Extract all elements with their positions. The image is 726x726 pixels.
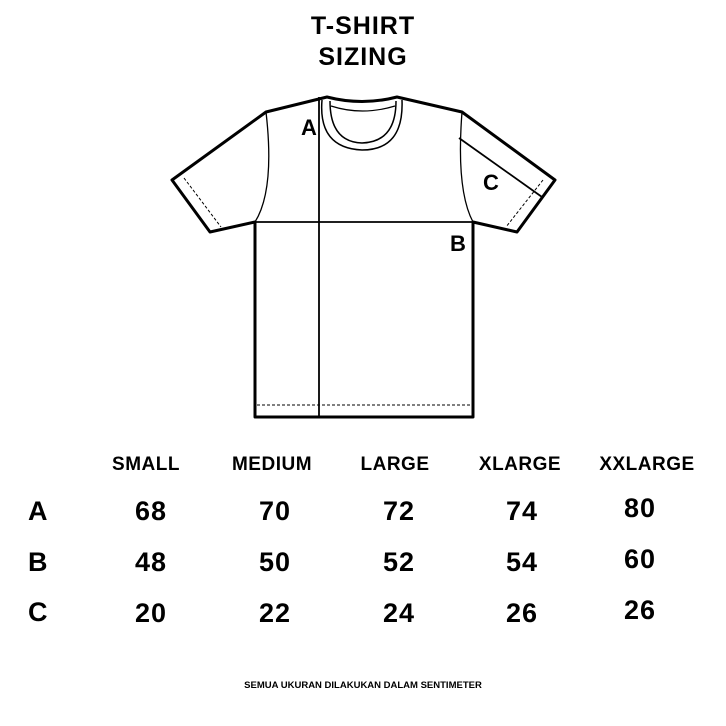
right-armhole: [459, 111, 474, 223]
footnote: SEMUA UKURAN DILAKUKAN DALAM SENTIMETER: [244, 680, 482, 691]
label-b: B: [450, 231, 466, 256]
column-header-xxlarge: XXLARGE: [599, 454, 695, 475]
title-line-2: SIZING: [318, 43, 408, 71]
left-sleeve-hem: [183, 177, 222, 228]
column-header-xlarge: XLARGE: [478, 454, 562, 475]
shirt-outline: [170, 95, 557, 419]
collar-inner: [329, 100, 397, 144]
cell-a-xlarge: 74: [505, 496, 539, 526]
title-line-1: T-SHIRT: [310, 12, 416, 40]
collar-outer: [320, 99, 403, 151]
cell-a-xxlarge: 80: [623, 493, 657, 523]
label-a: A: [301, 115, 317, 140]
label-c: C: [483, 170, 499, 195]
row-label-b: B: [28, 547, 48, 577]
column-header-small: SMALL: [112, 454, 180, 475]
cell-b-large: 52: [382, 547, 416, 577]
cell-b-medium: 50: [258, 547, 292, 577]
cell-a-small: 68: [134, 496, 168, 526]
collar-rib: [330, 105, 396, 112]
cell-c-xxlarge: 26: [623, 595, 657, 625]
row-label-c: C: [28, 597, 48, 627]
cell-c-medium: 22: [258, 598, 292, 628]
measure-line-c: [458, 137, 543, 198]
cell-a-large: 72: [382, 496, 416, 526]
column-header-large: LARGE: [360, 454, 430, 475]
cell-b-small: 48: [134, 547, 168, 577]
cell-c-large: 24: [382, 598, 416, 628]
row-label-a: A: [28, 496, 48, 526]
column-header-medium: MEDIUM: [231, 454, 313, 475]
left-armhole: [254, 111, 270, 223]
cell-c-small: 20: [134, 598, 168, 628]
cell-a-medium: 70: [258, 496, 292, 526]
cell-b-xlarge: 54: [505, 547, 539, 577]
cell-c-xlarge: 26: [505, 598, 539, 628]
cell-b-xxlarge: 60: [623, 544, 657, 574]
